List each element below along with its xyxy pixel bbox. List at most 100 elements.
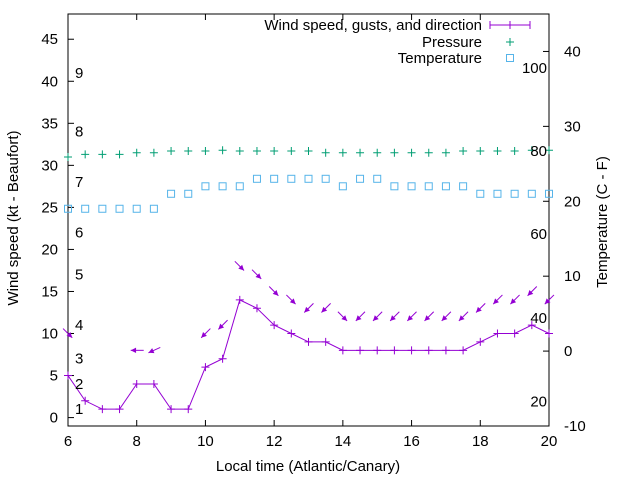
y2-tick-label-20: 20 [564, 193, 581, 210]
beaufort-label-2: 2 [75, 376, 83, 393]
pressure-point [527, 146, 536, 155]
gust-arrow-head [289, 298, 296, 305]
pressure-point [81, 150, 90, 159]
legend-label-wind: Wind speed, gusts, and direction [264, 17, 482, 34]
temperature-point [527, 189, 536, 198]
gust-arrow [62, 328, 73, 339]
y-tick-label-25: 25 [41, 199, 58, 216]
gust-arrow-head [218, 323, 225, 330]
temperature-point [167, 189, 176, 198]
wind-speed-point [184, 405, 193, 414]
pressure-point [407, 148, 416, 157]
plot-frame [67, 13, 550, 427]
pressure-point [287, 147, 296, 156]
pressure-point [390, 148, 399, 157]
pressure-point [252, 147, 261, 156]
beaufort-label-9: 9 [75, 65, 83, 82]
temperature-series [64, 174, 553, 213]
gust-arrow-head [527, 290, 534, 296]
gust-arrow [148, 346, 161, 354]
temperature-point [218, 182, 227, 191]
temperature-point [441, 182, 450, 191]
pressure-point [115, 150, 124, 159]
fahrenheit-label-80: 80 [530, 143, 547, 160]
y2-axis-label: Temperature (C - F) [594, 156, 611, 288]
wind-speed-point [270, 321, 279, 330]
gust-arrow [234, 260, 245, 271]
beaufort-label-1: 1 [75, 401, 83, 418]
pressure-point [270, 147, 279, 156]
pressure-point [493, 147, 502, 156]
x-axis-label: Local time (Atlantic/Canary) [216, 458, 400, 475]
wind-speed-point [218, 354, 227, 363]
wind-speed-point [373, 346, 382, 355]
temperature-point [545, 189, 553, 198]
x-tick-label-14: 14 [335, 433, 352, 450]
pressure-series [64, 146, 553, 161]
gust-arrow-head [458, 315, 465, 321]
pressure-point [338, 148, 347, 157]
temperature-point [201, 182, 210, 191]
y-tick-label-20: 20 [41, 241, 58, 258]
y-tick-label-45: 45 [41, 31, 58, 48]
legend-label-temperature: Temperature [398, 50, 482, 67]
pressure-point [167, 147, 176, 156]
x-tick-label-20: 20 [541, 433, 558, 450]
pressure-point [64, 152, 72, 161]
gust-arrow-head [321, 306, 328, 313]
x-tick-label-10: 10 [197, 433, 214, 450]
gust-arrow [251, 269, 262, 280]
gust-arrows [62, 260, 555, 354]
gust-arrow-head [66, 332, 73, 338]
temperature-point [407, 182, 416, 191]
gust-arrow [424, 311, 435, 322]
wind-speed-point [338, 346, 347, 355]
temperature-point [270, 174, 279, 183]
temperature-point [373, 174, 382, 183]
y-tick-label-5: 5 [50, 368, 58, 385]
gust-arrow [475, 302, 486, 313]
y-tick-label-15: 15 [41, 283, 58, 300]
fahrenheit-label-20: 20 [530, 393, 547, 410]
legend-marker-temperature [506, 54, 514, 62]
beaufort-label-4: 4 [75, 317, 83, 334]
temperature-point [510, 189, 519, 198]
gust-arrow-head [407, 315, 414, 321]
wind-speed-point [81, 396, 90, 405]
axes [67, 13, 550, 427]
gust-arrow-head [424, 315, 431, 321]
gust-arrow [337, 311, 348, 322]
y2-tick-label-10: 10 [564, 268, 581, 285]
x-tick-label-16: 16 [403, 433, 420, 450]
beaufort-label-3: 3 [75, 351, 83, 368]
temperature-point [149, 204, 158, 213]
gust-arrow-head [238, 264, 245, 271]
wind-speed-point [493, 329, 502, 338]
pressure-point [373, 148, 382, 157]
fahrenheit-label-40: 40 [530, 310, 547, 327]
wind-speed-point [235, 295, 244, 304]
wind-speed-point [390, 346, 399, 355]
gust-arrow [286, 294, 296, 305]
pressure-point [235, 147, 244, 156]
x-tick-label-6: 6 [64, 433, 72, 450]
wind-speed-point [252, 304, 261, 313]
temperature-point [98, 204, 107, 213]
gust-arrow [441, 311, 452, 322]
temperature-point [321, 174, 330, 183]
x-tick-label-12: 12 [266, 433, 283, 450]
pressure-point [545, 146, 553, 155]
wind-speed-point [424, 346, 433, 355]
legend-label-pressure: Pressure [422, 34, 482, 51]
gust-arrow [268, 286, 279, 297]
fahrenheit-label-60: 60 [530, 226, 547, 243]
gust-arrow [130, 347, 144, 354]
tick-labels: 6 8 10 12 14 16 18 20051015202530354045-1001020… [41, 31, 585, 450]
temperature-point [64, 204, 72, 213]
gust-arrow-head [355, 315, 362, 321]
temperature-point [476, 189, 485, 198]
gust-arrow-head [476, 306, 482, 313]
wind-speed-point [115, 405, 124, 414]
pressure-point [184, 147, 193, 156]
temperature-point [338, 182, 347, 191]
